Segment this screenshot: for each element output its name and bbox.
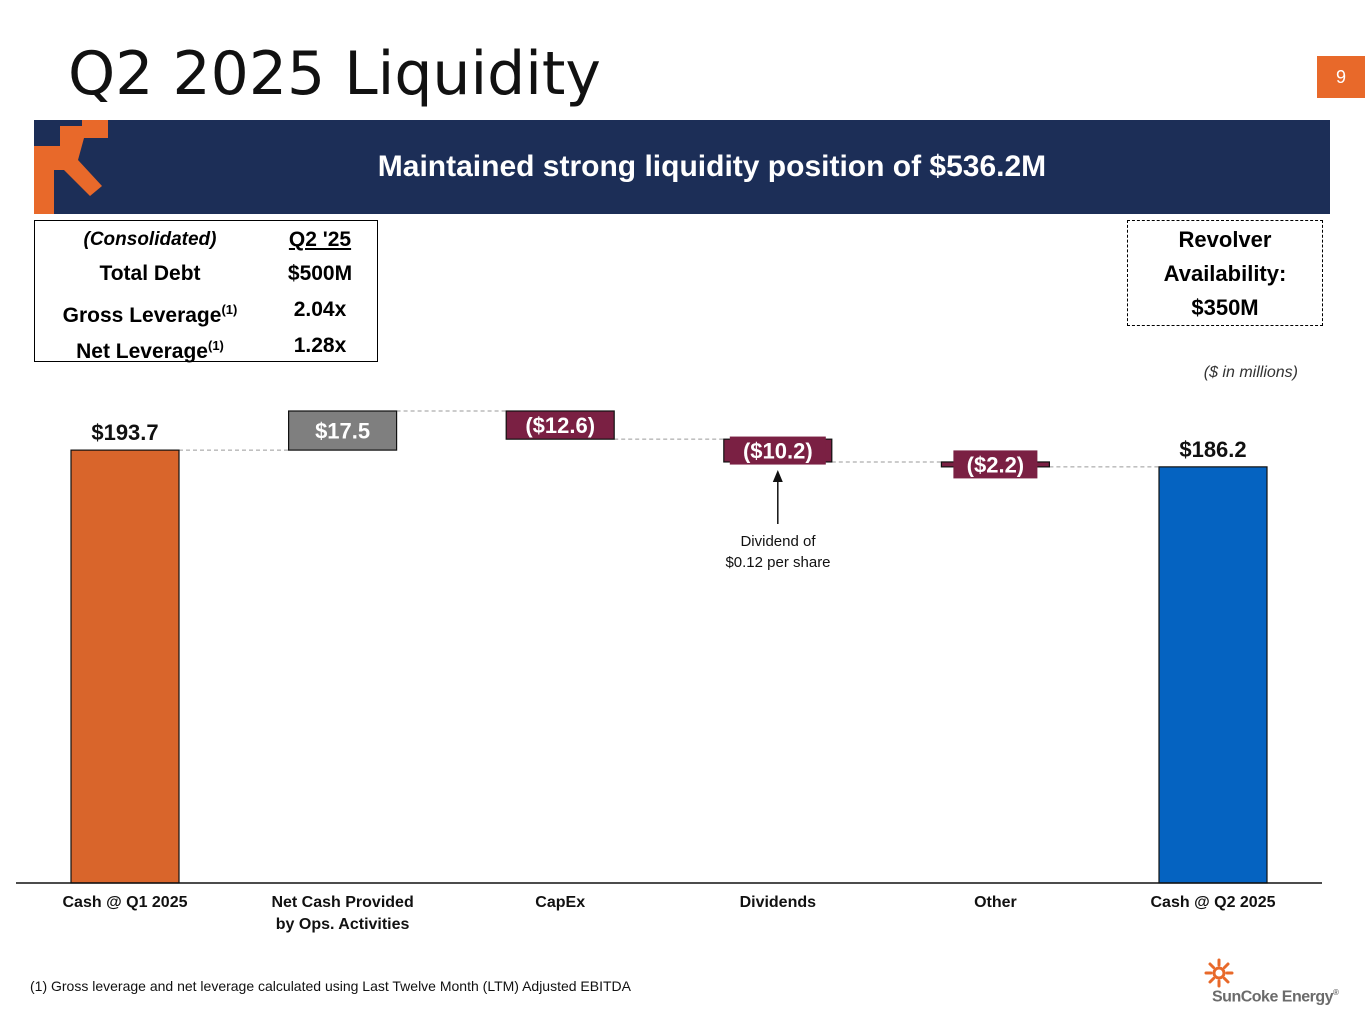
revolver-line: Availability: — [1163, 261, 1287, 286]
x-tick-label: Dividends — [740, 894, 817, 911]
brand-name: SunCoke Energy — [1212, 988, 1334, 1006]
brand-shape-icon — [34, 120, 108, 214]
bar — [505, 410, 615, 440]
revolver-box: Revolver Availability: $350M — [1127, 220, 1323, 326]
x-tick-label: Net Cash Provided — [271, 894, 413, 911]
footnote: (1) Gross leverage and net leverage calc… — [30, 978, 632, 994]
metrics-row: Gross Leverage(1) 2.04x — [35, 293, 377, 327]
metric-label: Gross Leverage — [62, 304, 222, 327]
metrics-header-row: (Consolidated) Q2 '25 — [35, 223, 377, 257]
x-tick-label: CapEx — [535, 894, 585, 911]
x-tick-label: by Ops. Activities — [276, 916, 410, 933]
bar — [70, 449, 180, 884]
waterfall-chart: $193.7 Cash @ Q1 2025 $17.5 Net Cash Provid… — [16, 410, 1322, 933]
data-label-bg — [729, 436, 826, 465]
data-label: ($10.2) — [743, 439, 813, 464]
metrics-table: (Consolidated) Q2 '25 Total Debt $500M G… — [34, 220, 378, 363]
bar — [288, 410, 398, 451]
dividend-annotation: Dividend of $0.12 per share — [700, 531, 856, 573]
metrics-header-label: (Consolidated) — [83, 229, 217, 250]
revolver-line: Revolver — [1178, 227, 1272, 252]
x-tick-label: Other — [974, 894, 1017, 911]
data-label: $17.5 — [315, 419, 370, 444]
metric-label: Total Debt — [99, 262, 201, 285]
metric-value: 1.28x — [293, 334, 347, 357]
x-tick-label: Cash @ Q2 2025 — [1151, 894, 1276, 911]
x-tick-label: Cash @ Q1 2025 — [63, 894, 188, 911]
page-title: Q2 2025 Liquidity — [68, 39, 601, 109]
metric-label: Net Leverage — [76, 340, 208, 363]
banner-headline: Maintained strong liquidity position of … — [377, 150, 1047, 183]
annotation-arrow-head — [772, 469, 783, 482]
data-label: ($12.6) — [525, 413, 595, 438]
sun-icon — [1204, 958, 1234, 988]
data-label: ($2.2) — [967, 452, 1024, 477]
metrics-header-value: Q2 '25 — [288, 228, 352, 251]
bar — [1158, 466, 1268, 884]
brand-logo: SunCoke Energy® — [1196, 958, 1346, 1014]
data-label: $186.2 — [1179, 437, 1246, 462]
brand-mark: ® — [1333, 988, 1339, 997]
annotation-line: $0.12 per share — [725, 554, 831, 571]
data-label: $193.7 — [91, 420, 158, 445]
metric-value: $500M — [287, 262, 353, 285]
metrics-row: Net Leverage(1) 1.28x — [35, 329, 377, 363]
header-banner: Maintained strong liquidity position of … — [34, 120, 1330, 214]
metric-footnote-ref: (1) — [221, 302, 238, 317]
metric-value: 2.04x — [293, 298, 347, 321]
page-number: 9 — [1317, 56, 1365, 98]
annotation-line: Dividend of — [740, 533, 816, 550]
data-label-bg — [953, 450, 1038, 479]
revolver-amount: $350M — [1191, 295, 1259, 320]
metric-footnote-ref: (1) — [208, 338, 224, 353]
metrics-row: Total Debt $500M — [35, 257, 377, 291]
units-note: ($ in millions) — [1203, 364, 1298, 381]
